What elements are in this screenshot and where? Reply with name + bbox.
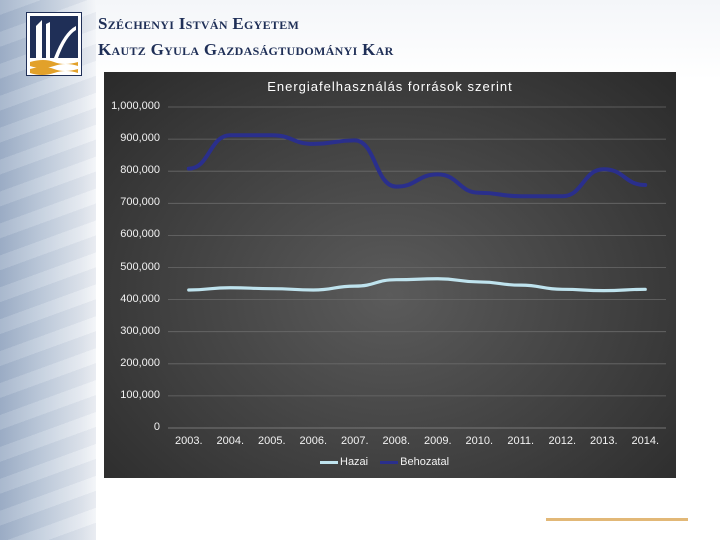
chart-panel (104, 72, 676, 478)
x-tick-label: 2014. (631, 435, 660, 447)
x-tick-label: 2009. (423, 435, 452, 447)
y-tick-label: 900,000 (120, 132, 160, 145)
university-logo (26, 12, 82, 76)
x-tick-label: 2005. (257, 435, 286, 447)
y-tick-label: 400,000 (120, 292, 160, 305)
y-tick-label: 1,000,000 (111, 100, 160, 112)
x-tick-label: 2012. (548, 435, 577, 447)
x-tick-label: 2013. (589, 435, 618, 447)
x-tick-label: 2004. (216, 435, 245, 447)
y-tick-label: 100,000 (120, 388, 160, 401)
legend-entry-behozatal: Behozatal (380, 456, 449, 468)
legend-swatch-behozatal (380, 460, 399, 464)
y-tick-label: 500,000 (120, 260, 160, 273)
y-tick-label: 700,000 (120, 196, 160, 209)
x-tick-label: 2011. (507, 435, 535, 447)
legend-entry-hazai: Hazai (320, 456, 368, 468)
decorative-bottom-bar (546, 518, 688, 521)
x-tick-label: 2008. (382, 435, 411, 447)
x-tick-label: 2007. (340, 435, 369, 447)
chart-legend: Hazai Behozatal (320, 456, 461, 468)
decorative-left-strip (0, 0, 96, 540)
faculty-name: Kautz Gyula Gazdaságtudományi Kar (98, 40, 394, 59)
x-tick-label: 2010. (465, 435, 494, 447)
y-tick-label: 0 (153, 421, 160, 433)
y-tick-label: 200,000 (120, 356, 160, 369)
y-tick-label: 300,000 (120, 324, 160, 337)
y-tick-label: 800,000 (120, 164, 160, 177)
x-tick-label: 2003. (174, 435, 203, 447)
legend-label-hazai: Hazai (340, 456, 369, 468)
y-tick-label: 600,000 (120, 228, 160, 241)
x-tick-label: 2006. (299, 435, 328, 447)
legend-swatch-hazai (320, 460, 338, 464)
chart-title: Energiafelhasználás források szerint (267, 79, 513, 94)
university-name: Széchenyi István Egyetem (98, 14, 300, 33)
header-background (96, 0, 720, 80)
legend-label-behozatal: Behozatal (400, 456, 450, 468)
